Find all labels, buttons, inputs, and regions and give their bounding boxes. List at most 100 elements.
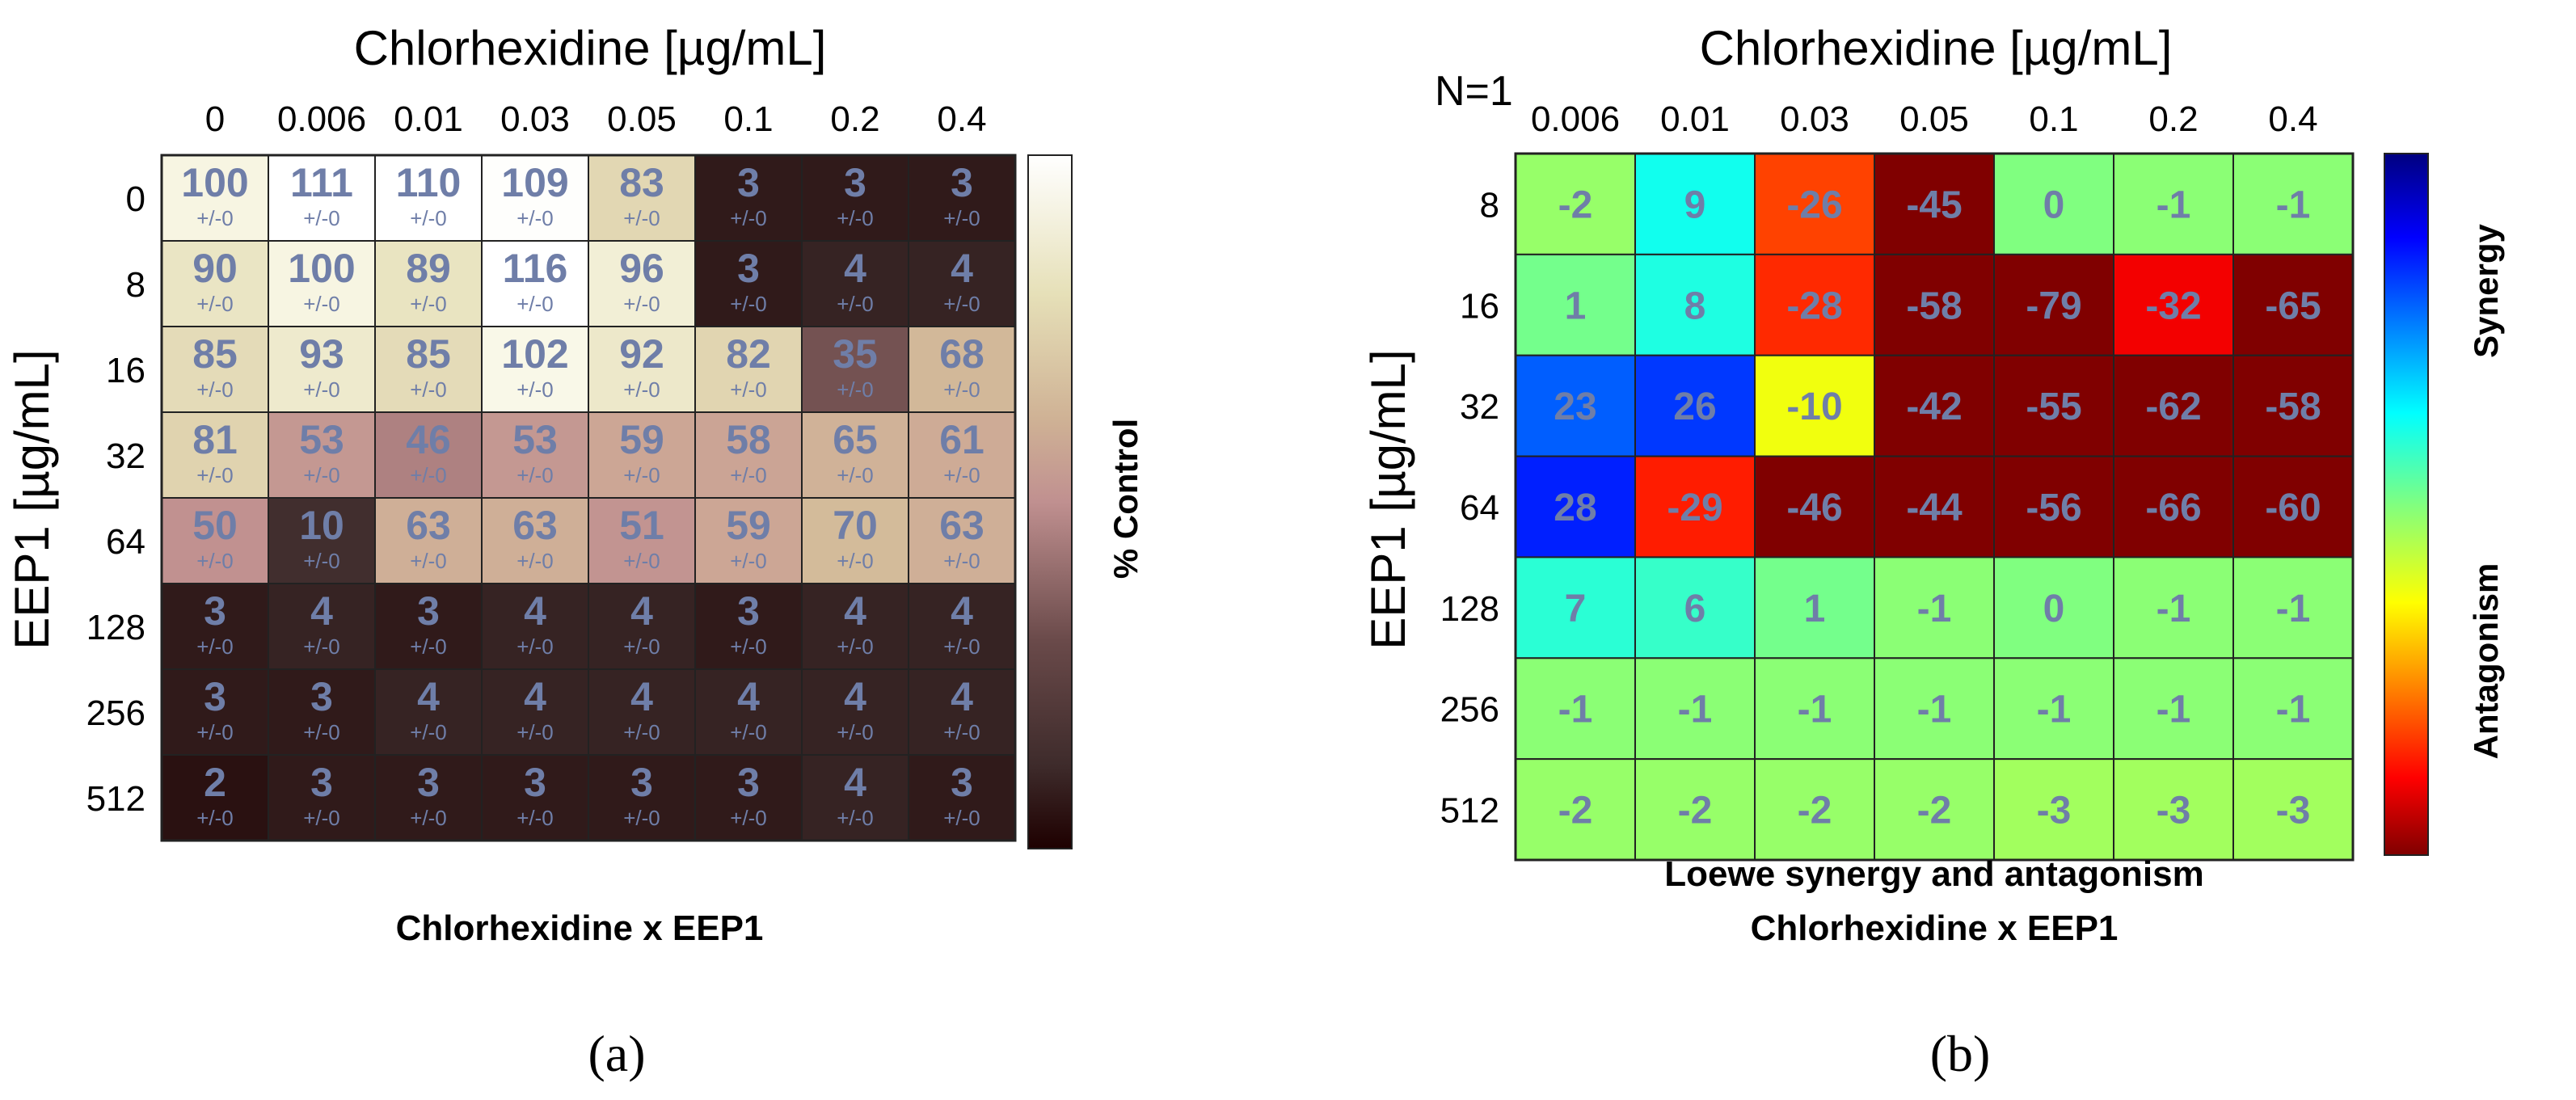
cell-error: +/-0 <box>303 463 340 487</box>
heatmap-cell <box>161 154 269 242</box>
cell-value: -58 <box>1906 284 1962 327</box>
heatmap-cell <box>1754 354 1875 457</box>
cell-error: +/-0 <box>516 634 554 659</box>
cell-value: -56 <box>2026 487 2081 529</box>
cell-error: +/-0 <box>623 463 660 487</box>
y-tick-label: 256 <box>1440 690 1499 730</box>
cell-value: 53 <box>512 417 558 462</box>
y-tick-label: 0 <box>126 179 145 219</box>
cell-value: 0 <box>2043 588 2065 630</box>
heatmap-cell <box>588 754 696 841</box>
cell-error: +/-0 <box>623 720 660 744</box>
cell-value: 89 <box>406 246 451 291</box>
panel-b-subtitle: Chlorhexidine x EEP1 <box>1751 908 2119 948</box>
cell-value: 109 <box>501 160 568 205</box>
panel-a-label: (a) <box>588 1025 645 1082</box>
panel-b-plot-frame <box>1514 152 2355 862</box>
cell-value: 4 <box>844 760 866 805</box>
cell-value: 85 <box>192 331 238 377</box>
cell-value: 46 <box>406 417 451 462</box>
heatmap-cell <box>268 668 376 756</box>
cell-error: +/-0 <box>943 549 980 573</box>
y-tick-label: 8 <box>126 265 145 305</box>
cell-value: 81 <box>192 417 238 462</box>
cell-value: 92 <box>619 331 664 377</box>
heatmap-cell <box>694 154 803 242</box>
cell-error: +/-0 <box>303 549 340 573</box>
heatmap-cell <box>1634 556 1756 660</box>
cell-value: 100 <box>181 160 248 205</box>
heatmap-cell <box>268 154 376 242</box>
y-tick-label: 64 <box>106 522 145 562</box>
cell-value: 4 <box>630 588 653 634</box>
x-tick-label: 0.1 <box>2029 99 2078 139</box>
heatmap-cell <box>481 497 589 584</box>
cell-value: 3 <box>310 674 333 719</box>
heatmap-cell <box>1754 153 1875 255</box>
y-tick-label: 8 <box>1480 185 1499 225</box>
panel-a-x-ticks: 0 0.006 0.01 0.03 0.05 0.1 0.2 0.4 <box>205 99 987 139</box>
cell-value: 8 <box>1684 284 1706 327</box>
cell-value: 3 <box>204 588 226 634</box>
cell-value: -3 <box>2037 790 2072 832</box>
cell-value: -1 <box>2157 183 2191 226</box>
cell-value: -55 <box>2026 386 2081 428</box>
y-tick-label: 256 <box>86 693 145 733</box>
cell-value: 50 <box>192 503 238 548</box>
cell-value: 68 <box>939 331 984 377</box>
cell-error: +/-0 <box>837 720 874 744</box>
cell-error: +/-0 <box>410 806 447 830</box>
cell-value: -1 <box>2037 689 2072 731</box>
cell-value: 1 <box>1565 284 1587 327</box>
heatmap-cell <box>1515 455 1636 558</box>
cell-value: -1 <box>2276 588 2311 630</box>
panel-a-title: Chlorhexidine x EEP1 <box>396 908 764 948</box>
cell-value: 10 <box>299 503 344 548</box>
cell-error: +/-0 <box>943 806 980 830</box>
x-tick-label: 0.006 <box>277 99 366 139</box>
heatmap-cell <box>1515 153 1636 255</box>
cell-value: 35 <box>833 331 878 377</box>
heatmap-cell <box>1634 153 1756 255</box>
heatmap-cell <box>268 240 376 327</box>
heatmap-cell <box>1754 253 1875 356</box>
heatmap-cell <box>1634 253 1756 356</box>
cell-value: -44 <box>1906 487 1963 529</box>
heatmap-cell <box>1634 354 1756 457</box>
x-tick-label: 0.2 <box>2148 99 2198 139</box>
y-tick-label: 16 <box>1460 286 1499 326</box>
panel-a-plot-frame <box>160 154 1017 842</box>
panel-a-y-axis-title: EEP1 [µg/mL] <box>5 349 59 649</box>
cell-error: +/-0 <box>623 377 660 402</box>
cell-error: +/-0 <box>730 634 767 659</box>
cell-value: 59 <box>619 417 664 462</box>
cell-error: +/-0 <box>730 206 767 230</box>
heatmap-cell <box>374 411 483 499</box>
panel-b-colorbar-antagonism-label: Antagonism <box>2467 563 2505 760</box>
cell-value: -65 <box>2265 284 2321 327</box>
cell-value: 53 <box>299 417 344 462</box>
y-tick-label: 128 <box>1440 589 1499 629</box>
cell-value: 3 <box>737 246 760 291</box>
cell-error: +/-0 <box>303 206 340 230</box>
cell-value: 28 <box>1554 487 1596 529</box>
heatmap-cell <box>588 411 696 499</box>
cell-error: +/-0 <box>196 806 234 830</box>
heatmap-cell <box>2113 455 2234 558</box>
cell-value: 4 <box>737 674 760 719</box>
heatmap-cell <box>161 411 269 499</box>
cell-value: 65 <box>833 417 878 462</box>
cell-value: 23 <box>1554 386 1596 428</box>
heatmap-cell <box>1754 657 1875 761</box>
cell-error: +/-0 <box>410 720 447 744</box>
cell-value: 83 <box>619 160 664 205</box>
panel-b-x-ticks: 0.006 0.01 0.03 0.05 0.1 0.2 0.4 <box>1531 99 2318 139</box>
cell-error: +/-0 <box>623 634 660 659</box>
cell-value: -62 <box>2145 386 2201 428</box>
heatmap-cell <box>801 497 909 584</box>
heatmap-cell <box>801 583 909 670</box>
cell-value: 3 <box>737 160 760 205</box>
cell-error: +/-0 <box>303 720 340 744</box>
cell-value: -1 <box>1558 689 1593 731</box>
cell-value: -26 <box>1786 183 1842 226</box>
